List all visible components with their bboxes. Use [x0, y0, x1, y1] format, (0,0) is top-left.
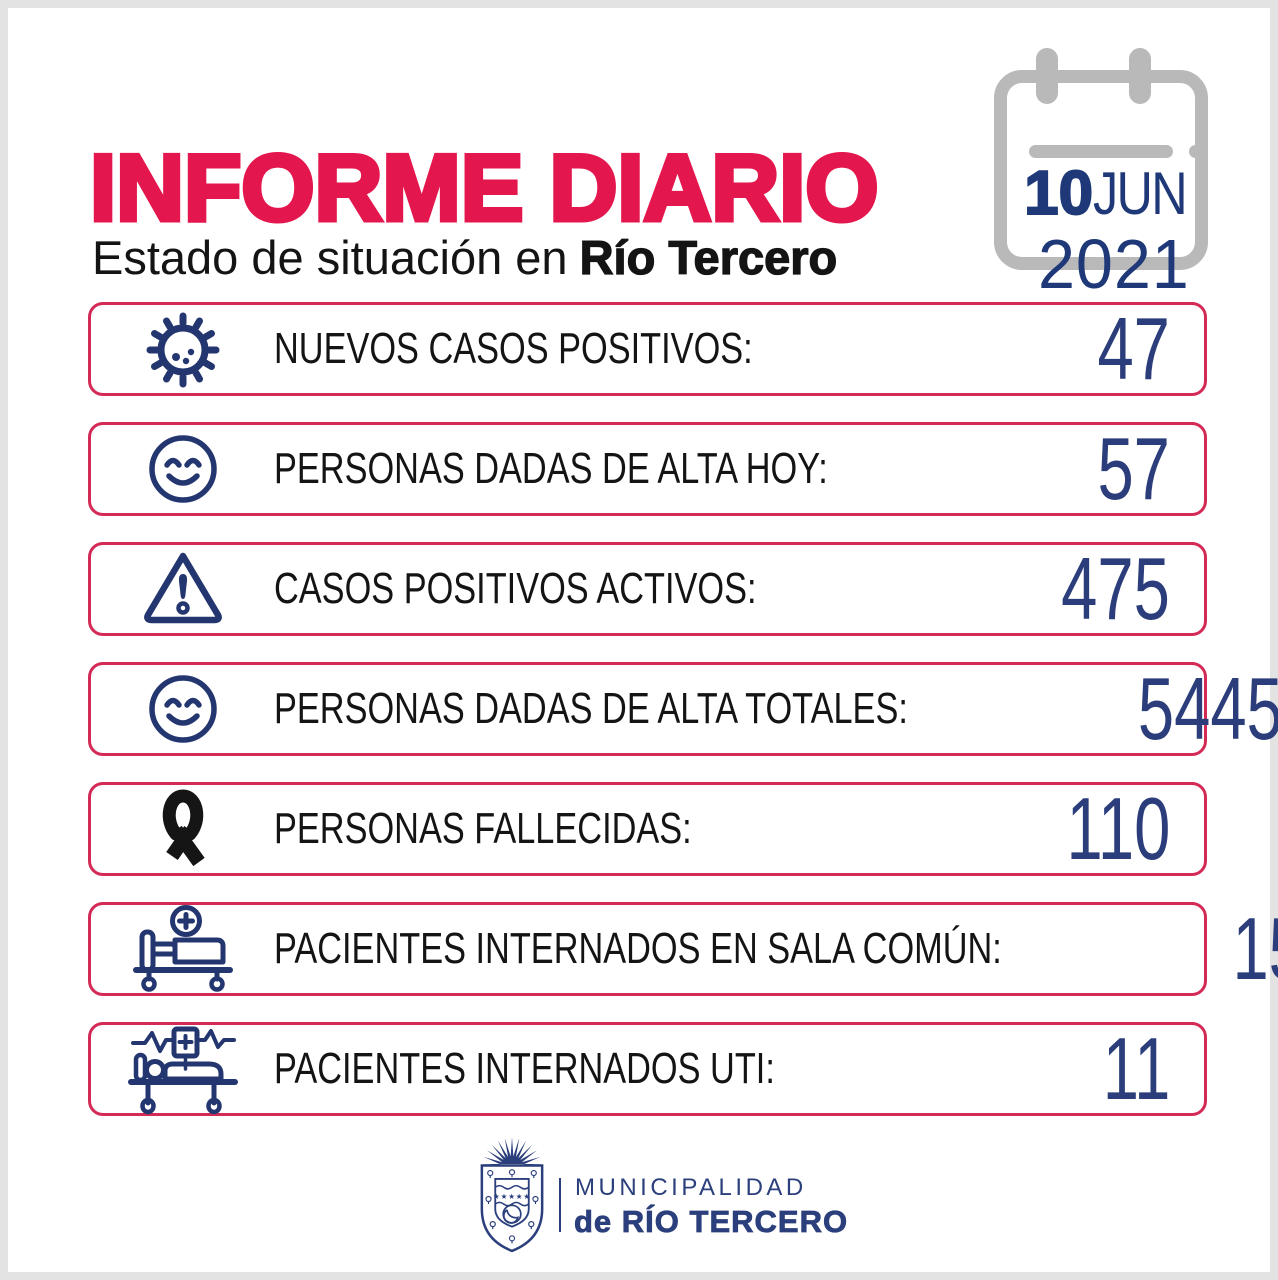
subtitle-prefix: Estado de situación en [92, 231, 568, 284]
page-subtitle: Estado de situación en Río Tercero [92, 230, 838, 285]
calendar-date: 10JUN 2021 [1007, 160, 1221, 303]
stat-label: PERSONAS DADAS DE ALTA TOTALES: [274, 684, 908, 733]
stat-label: PERSONAS DADAS DE ALTA HOY: [274, 444, 828, 493]
stat-row-internados-sala: PACIENTES INTERNADOS EN SALA COMÚN: 15 [88, 902, 1278, 996]
org-city: de RÍO TERCERO [574, 1204, 849, 1240]
calendar-header-dot [1189, 145, 1202, 158]
stat-row-altas-totales: PERSONAS DADAS DE ALTA TOTALES: 5445 [88, 662, 1278, 756]
stat-row-internados-uti: PACIENTES INTERNADOS UTI: 11 [88, 1022, 1207, 1116]
smiley-icon [91, 426, 274, 512]
stat-label: PACIENTES INTERNADOS UTI: [274, 1044, 775, 1093]
stat-value: 57 [1097, 419, 1170, 518]
mourning-ribbon-icon [91, 786, 274, 872]
stat-row-altas-hoy: PERSONAS DADAS DE ALTA HOY: 57 [88, 422, 1207, 516]
stat-value: 11 [1102, 1019, 1170, 1118]
stats-list: NUEVOS CASOS POSITIVOS: 47 PERSONAS DADA… [88, 302, 1278, 1142]
calendar-year: 2021 [1038, 225, 1190, 303]
calendar-icon: 10JUN 2021 [994, 48, 1208, 299]
stat-value: 5445 [1137, 659, 1278, 758]
stat-row-casos-activos: CASOS POSITIVOS ACTIVOS: 475 [88, 542, 1207, 636]
stat-label: PACIENTES INTERNADOS EN SALA COMÚN: [274, 924, 1002, 973]
calendar-day: 10 [1023, 159, 1094, 228]
calendar-day-month: 10JUN [1007, 160, 1221, 227]
municipality-shield-logo: ★★★★★ [470, 1132, 554, 1266]
stat-label: PERSONAS FALLECIDAS: [274, 804, 692, 853]
stat-value: 110 [1066, 779, 1170, 878]
stat-label: NUEVOS CASOS POSITIVOS: [274, 324, 753, 373]
calendar-body: 10JUN 2021 [994, 70, 1208, 299]
stat-value: 475 [1061, 539, 1170, 638]
stat-value: 15 [1232, 899, 1278, 998]
page-title: INFORME DIARIO [88, 133, 882, 243]
subtitle-city: Río Tercero [579, 230, 838, 284]
smiley-icon [91, 666, 274, 752]
calendar-ring-left [1036, 48, 1058, 104]
footer: ★★★★★ MUNICIPALIDAD de RÍO TERCERO [8, 1128, 1270, 1272]
calendar-ring-right [1129, 48, 1151, 104]
stat-row-nuevos-casos: NUEVOS CASOS POSITIVOS: 47 [88, 302, 1207, 396]
stat-value: 47 [1097, 299, 1170, 398]
hospital-bed-icon [91, 904, 274, 994]
stat-label: CASOS POSITIVOS ACTIVOS: [274, 564, 757, 613]
calendar-header-line [1029, 145, 1173, 158]
warning-icon [91, 548, 274, 630]
icu-bed-icon [91, 1023, 274, 1115]
calendar-month: JUN [1093, 160, 1188, 227]
footer-divider [559, 1178, 561, 1232]
org-name: MUNICIPALIDAD [575, 1174, 807, 1201]
stat-row-fallecidas: PERSONAS FALLECIDAS: 110 [88, 782, 1207, 876]
svg-text:★★★★★: ★★★★★ [493, 1192, 531, 1201]
virus-icon [91, 308, 274, 390]
